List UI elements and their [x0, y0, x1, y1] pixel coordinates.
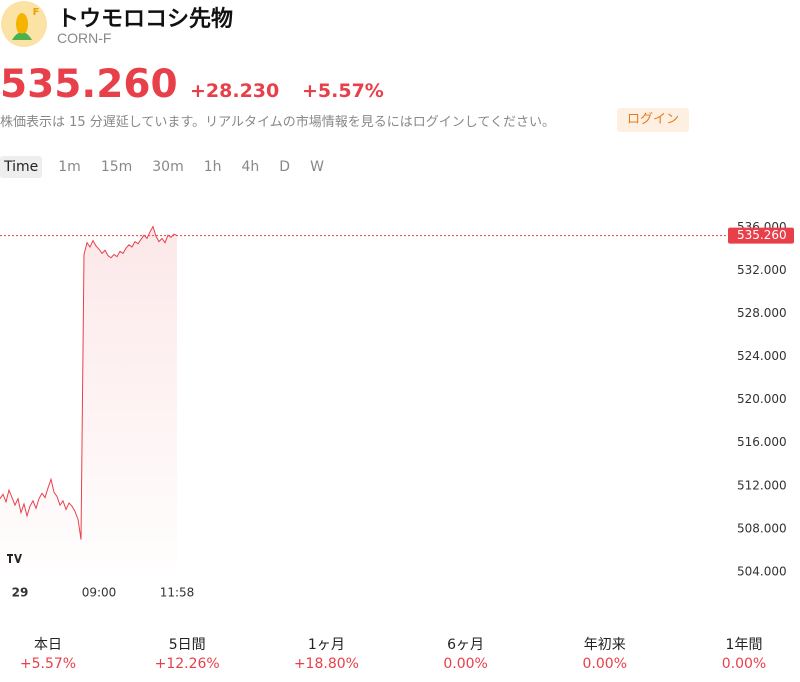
x-tick-label: 11:58	[160, 586, 195, 600]
interval-tab[interactable]: W	[310, 159, 324, 175]
delay-notice: 株価表示は 15 分遅延しています。リアルタイムの市場情報を見るにはログインして…	[0, 115, 555, 130]
interval-tab[interactable]: D	[279, 159, 291, 175]
y-tick-label: 508.000	[737, 521, 787, 535]
corn-icon: F	[1, 1, 47, 47]
icon-badge: F	[33, 7, 40, 18]
price: 535.260	[0, 62, 178, 107]
period-label: 1年間	[725, 637, 763, 653]
price-line	[0, 225, 178, 540]
period-label: 本日	[34, 637, 62, 653]
period-label: 年初来	[583, 637, 626, 653]
symbol: CORN-F	[57, 30, 112, 46]
period-value: +12.26%	[154, 656, 220, 672]
chart: 504.000 508.000 512.000 516.000 520.000 524.0…	[0, 220, 794, 600]
x-tick-label: 29	[12, 586, 29, 600]
change: +28.230	[190, 80, 280, 102]
interval-tab[interactable]: Time	[0, 156, 43, 178]
period-value: 0.00%	[721, 656, 767, 672]
y-tick-label: 528.000	[737, 306, 787, 320]
period-item: 年初来 0.00%	[545, 634, 665, 672]
title: トウモロコシ先物	[57, 7, 234, 32]
last-price-box	[728, 227, 794, 244]
last-price-label: 535.260	[737, 228, 787, 242]
y-tick-label: 504.000	[737, 564, 787, 578]
period-label: 5日間	[168, 637, 206, 653]
x-tick-label: 09:00	[82, 586, 117, 600]
interval-tab[interactable]: 15m	[100, 159, 133, 175]
period-value: +18.80%	[293, 656, 359, 672]
period-item: 5日間 +12.26%	[127, 634, 247, 672]
interval-tab[interactable]: 4h	[241, 159, 260, 175]
area	[0, 226, 177, 569]
y-tick-label: 532.000	[737, 263, 787, 277]
y-tick-label: 520.000	[737, 392, 787, 406]
interval-tab[interactable]: 30m	[152, 159, 184, 175]
period-item: 6ヶ月 0.00%	[406, 634, 526, 672]
period-value: 0.00%	[443, 656, 488, 672]
period-item: 1年間 0.00%	[684, 634, 800, 672]
change-percent: +5.57%	[302, 80, 384, 102]
interval-tab[interactable]: 1h	[203, 159, 222, 175]
y-tick-label: 512.000	[737, 478, 787, 492]
y-tick-label: 516.000	[737, 435, 787, 449]
period-label: 6ヶ月	[447, 637, 485, 653]
period-value: 0.00%	[582, 656, 628, 672]
period-value: +5.57%	[19, 656, 77, 672]
login-button[interactable]: ログイン	[617, 108, 689, 132]
period-label: 1ヶ月	[307, 637, 345, 653]
period-item: 1ヶ月 +18.80%	[266, 634, 386, 672]
interval-tabs: Time 1m 15m 30m 1h 4h D W	[0, 156, 344, 178]
y-tick-label: 524.000	[737, 349, 787, 363]
interval-tab[interactable]: 1m	[58, 159, 81, 175]
period-item: 本日 +5.57%	[0, 634, 108, 672]
